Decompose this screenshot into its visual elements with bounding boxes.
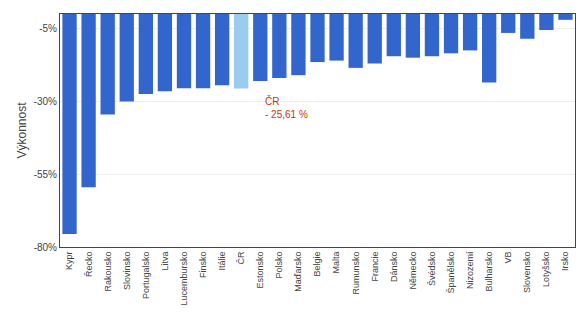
svg-text:-5%: -5%	[39, 23, 57, 34]
svg-text:Irsko: Irsko	[560, 252, 570, 272]
svg-text:Bulharsko: Bulharsko	[484, 252, 494, 292]
svg-text:VB: VB	[503, 252, 513, 264]
svg-text:Dánsko: Dánsko	[389, 252, 399, 283]
svg-text:ČR- 25,61 %: ČR- 25,61 %	[265, 95, 308, 120]
svg-text:Řecko: Řecko	[84, 252, 94, 278]
svg-text:Slovinsko: Slovinsko	[122, 252, 132, 291]
svg-text:Portugalsko: Portugalsko	[141, 252, 151, 300]
svg-text:Polsko: Polsko	[274, 252, 284, 279]
svg-text:Belgie: Belgie	[312, 252, 322, 277]
svg-text:-30%: -30%	[34, 96, 57, 107]
svg-text:Francie: Francie	[370, 252, 380, 282]
svg-text:Španělsko: Španělsko	[446, 252, 456, 294]
svg-text:ČR: ČR	[236, 251, 246, 264]
svg-text:Rakousko: Rakousko	[103, 252, 113, 292]
svg-text:Švédsko: Švédsko	[427, 252, 437, 287]
svg-text:Finsko: Finsko	[198, 252, 208, 279]
svg-text:Lucembursko: Lucembursko	[179, 252, 189, 306]
svg-text:Slovensko: Slovensko	[522, 252, 532, 294]
svg-text:Maďarsko: Maďarsko	[293, 252, 303, 292]
svg-text:Estonsko: Estonsko	[255, 252, 265, 289]
svg-text:-80%: -80%	[34, 242, 57, 253]
svg-text:Nizozemí: Nizozemí	[465, 251, 475, 289]
svg-text:Rumunsko: Rumunsko	[351, 252, 361, 295]
svg-text:Malta: Malta	[331, 252, 341, 274]
svg-text:Německo: Německo	[408, 252, 418, 290]
svg-text:Lotyšsko: Lotyšsko	[541, 252, 551, 288]
svg-text:Kypr: Kypr	[64, 252, 74, 271]
svg-text:Výkonnost: Výkonnost	[15, 102, 29, 159]
svg-text:Litva: Litva	[160, 252, 170, 271]
svg-text:Itálie: Itálie	[217, 252, 227, 271]
svg-text:-55%: -55%	[34, 169, 57, 180]
